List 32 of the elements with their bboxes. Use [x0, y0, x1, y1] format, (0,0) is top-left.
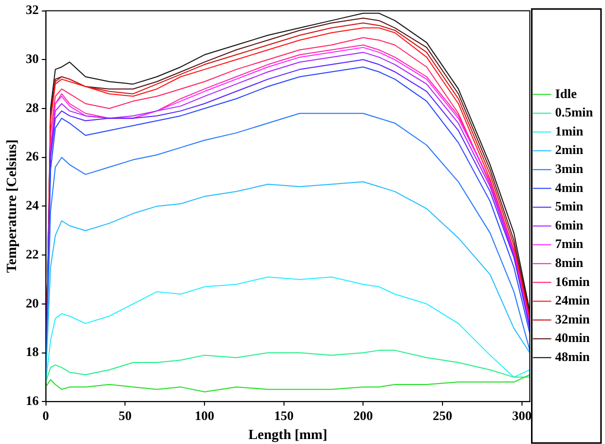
y-tick-label: 28 [26, 100, 40, 115]
legend-label: 3min [555, 160, 584, 176]
x-tick-label: 100 [194, 408, 214, 423]
legend-label: 7min [555, 236, 584, 252]
y-tick-label: 30 [26, 51, 39, 66]
legend-label: 5min [555, 198, 584, 214]
y-tick-label: 24 [26, 198, 40, 213]
legend-label: 6min [555, 217, 584, 232]
y-tick-label: 26 [26, 148, 40, 164]
x-tick-label: 50 [118, 408, 132, 423]
y-tick-label: 18 [26, 344, 40, 360]
legend-label: Idle [555, 86, 577, 101]
y-axis-title: Temperature [Celsius] [5, 140, 20, 273]
y-tick-label: 20 [26, 295, 39, 310]
x-tick-label: 200 [353, 408, 373, 423]
y-tick-label: 16 [26, 392, 40, 408]
legend-label: 1min [555, 123, 584, 138]
legend-label: 2min [555, 142, 584, 158]
x-tick-label: 250 [432, 408, 452, 423]
y-tick-label: 22 [26, 246, 39, 262]
x-tick-label: 150 [274, 408, 294, 423]
y-tick-label: 32 [26, 2, 39, 18]
legend-label: 24min [555, 292, 591, 308]
x-tick-label: 0 [42, 408, 50, 423]
legend-label: 16min [555, 274, 591, 289]
legend-label: 40min [555, 330, 591, 346]
legend-label: 8min [555, 254, 584, 270]
x-axis-title: Length [mm] [248, 428, 328, 444]
legend-label: 32min [555, 311, 591, 326]
legend-label: 4min [555, 180, 584, 195]
legend-label: 0.5min [555, 104, 594, 120]
legend-label: 48min [555, 348, 591, 364]
